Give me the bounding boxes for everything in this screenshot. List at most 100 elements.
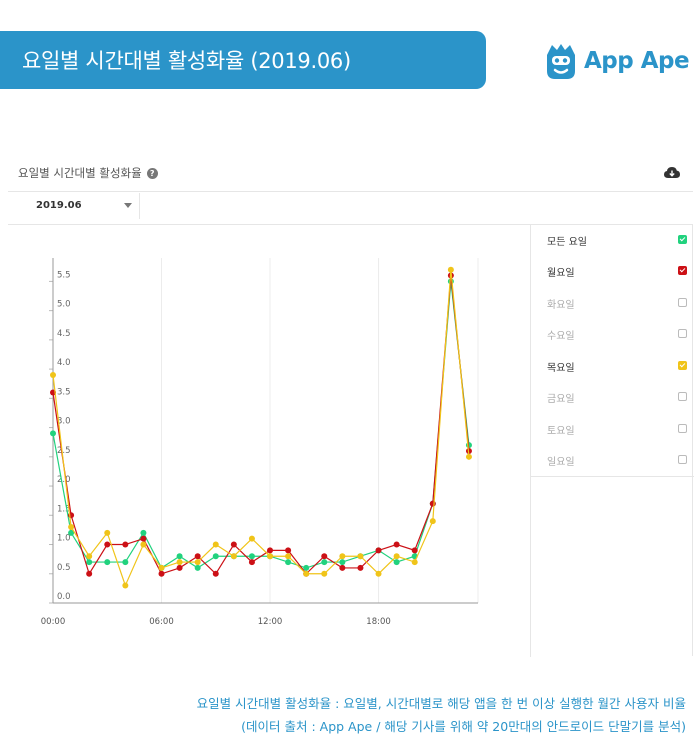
legend-checkbox[interactable] xyxy=(678,455,687,464)
legend-checkbox[interactable] xyxy=(678,329,687,338)
widget-header: 요일별 시간대별 활성화율 ? xyxy=(18,165,158,181)
data-point xyxy=(411,547,418,554)
legend-item-sunday[interactable]: 일요일 xyxy=(531,449,694,473)
page-title: 요일별 시간대별 활성화율 (2019.06) xyxy=(22,49,351,73)
data-point xyxy=(321,559,328,566)
legend-item-monday[interactable]: 월요일 xyxy=(531,260,694,284)
x-tick-label: 06:00 xyxy=(149,617,174,627)
y-tick-label: 2.0 xyxy=(57,475,71,485)
data-point xyxy=(321,553,328,560)
brand-name: App Ape xyxy=(584,48,690,74)
data-point xyxy=(393,559,400,566)
data-point xyxy=(194,564,201,571)
data-point xyxy=(393,541,400,548)
legend-item-wednesday[interactable]: 수요일 xyxy=(531,323,694,347)
data-point xyxy=(248,559,255,566)
data-point xyxy=(176,553,183,560)
y-tick-label: 1.0 xyxy=(57,534,71,544)
period-select-value: 2019.06 xyxy=(36,200,82,211)
legend-checkbox[interactable] xyxy=(678,392,687,401)
legend-item-label: 모든 요일 xyxy=(547,237,587,248)
widget-title: 요일별 시간대별 활성화율 xyxy=(18,166,142,180)
data-point xyxy=(393,553,400,560)
y-tick-label: 5.0 xyxy=(57,300,71,310)
series-line xyxy=(52,275,470,576)
y-tick-label: 4.0 xyxy=(57,358,71,368)
data-point xyxy=(212,541,219,548)
data-point xyxy=(212,553,219,560)
data-point xyxy=(339,564,346,571)
data-point xyxy=(86,553,93,560)
chevron-down-icon xyxy=(124,203,132,208)
data-point xyxy=(104,529,111,536)
page-banner: 요일별 시간대별 활성화율 (2019.06) xyxy=(0,31,486,89)
legend-item-saturday[interactable]: 토요일 xyxy=(531,418,694,442)
legend-item-all-days[interactable]: 모든 요일 xyxy=(531,229,694,253)
legend-item-label: 목요일 xyxy=(547,363,575,374)
data-point xyxy=(50,371,56,378)
data-point xyxy=(230,541,237,548)
data-point xyxy=(194,559,201,566)
data-point xyxy=(176,564,183,571)
data-point xyxy=(122,559,129,566)
period-select[interactable]: 2019.06 xyxy=(26,193,140,219)
data-point xyxy=(357,564,364,571)
data-point xyxy=(465,453,472,460)
legend-item-label: 금요일 xyxy=(547,394,575,405)
legend-item-friday[interactable]: 금요일 xyxy=(531,386,694,410)
app-ape-logo: App Ape xyxy=(543,40,693,82)
y-tick-label: 0.5 xyxy=(57,563,71,573)
question-circle-icon[interactable]: ? xyxy=(146,167,158,179)
data-point xyxy=(267,547,274,554)
data-point xyxy=(176,559,183,566)
cloud-download-icon[interactable] xyxy=(664,166,680,180)
y-tick-label: 3.0 xyxy=(57,417,71,427)
data-point xyxy=(429,500,436,507)
ape-mascot-icon xyxy=(547,44,575,79)
legend-item-tuesday[interactable]: 화요일 xyxy=(531,292,694,316)
data-point xyxy=(285,547,292,554)
legend-checkbox[interactable] xyxy=(678,361,687,370)
data-point xyxy=(285,559,292,566)
legend-item-label: 일요일 xyxy=(547,457,575,468)
legend-checkbox[interactable] xyxy=(678,424,687,433)
footnote-definition: 요일별 시간대별 활성화율 : 요일별, 시간대별로 해당 앱을 한 번 이상 … xyxy=(196,696,686,711)
legend-checkbox[interactable] xyxy=(678,298,687,307)
data-point xyxy=(104,559,111,566)
y-tick-label: 3.5 xyxy=(57,387,71,397)
data-point xyxy=(303,570,310,577)
x-tick-label: 12:00 xyxy=(258,617,283,627)
data-point xyxy=(375,547,382,554)
y-tick-label: 0.0 xyxy=(57,592,71,602)
hourly-activation-line-chart: 0.0 0.5 1.0 1.5 2.0 2.5 3.0 3.5 4.0 4.5 5.0 5.5 00:0… xyxy=(41,258,479,627)
data-point xyxy=(303,564,310,571)
data-point xyxy=(375,570,382,577)
x-tick-label: 18:00 xyxy=(366,617,391,627)
data-point xyxy=(248,553,255,560)
data-point xyxy=(230,553,237,560)
y-tick-label: 4.5 xyxy=(57,329,71,339)
series-line xyxy=(52,269,470,588)
data-point xyxy=(339,553,346,560)
data-point xyxy=(140,535,147,542)
data-point xyxy=(86,559,93,566)
data-point xyxy=(68,523,75,530)
data-point xyxy=(158,564,165,571)
x-tick-label: 00:00 xyxy=(41,617,66,627)
data-point xyxy=(50,430,56,437)
widget-right-border xyxy=(692,224,693,656)
legend-item-label: 수요일 xyxy=(547,331,575,342)
data-point xyxy=(212,570,219,577)
legend-checkbox[interactable] xyxy=(678,235,687,244)
data-point xyxy=(429,518,436,525)
legend-item-label: 월요일 xyxy=(547,268,575,279)
footnote-source: (데이터 출처 : App Ape / 해당 기사를 위해 약 20만대의 안드… xyxy=(241,719,686,734)
y-tick-label: 5.5 xyxy=(57,270,71,280)
legend-checkbox[interactable] xyxy=(678,266,687,275)
legend-item-thursday[interactable]: 목요일 xyxy=(531,355,694,379)
data-point xyxy=(267,553,274,560)
toolbar-divider xyxy=(8,191,693,192)
chart-top-divider xyxy=(8,224,693,225)
legend-item-label: 토요일 xyxy=(547,426,575,437)
legend-divider xyxy=(531,476,694,477)
